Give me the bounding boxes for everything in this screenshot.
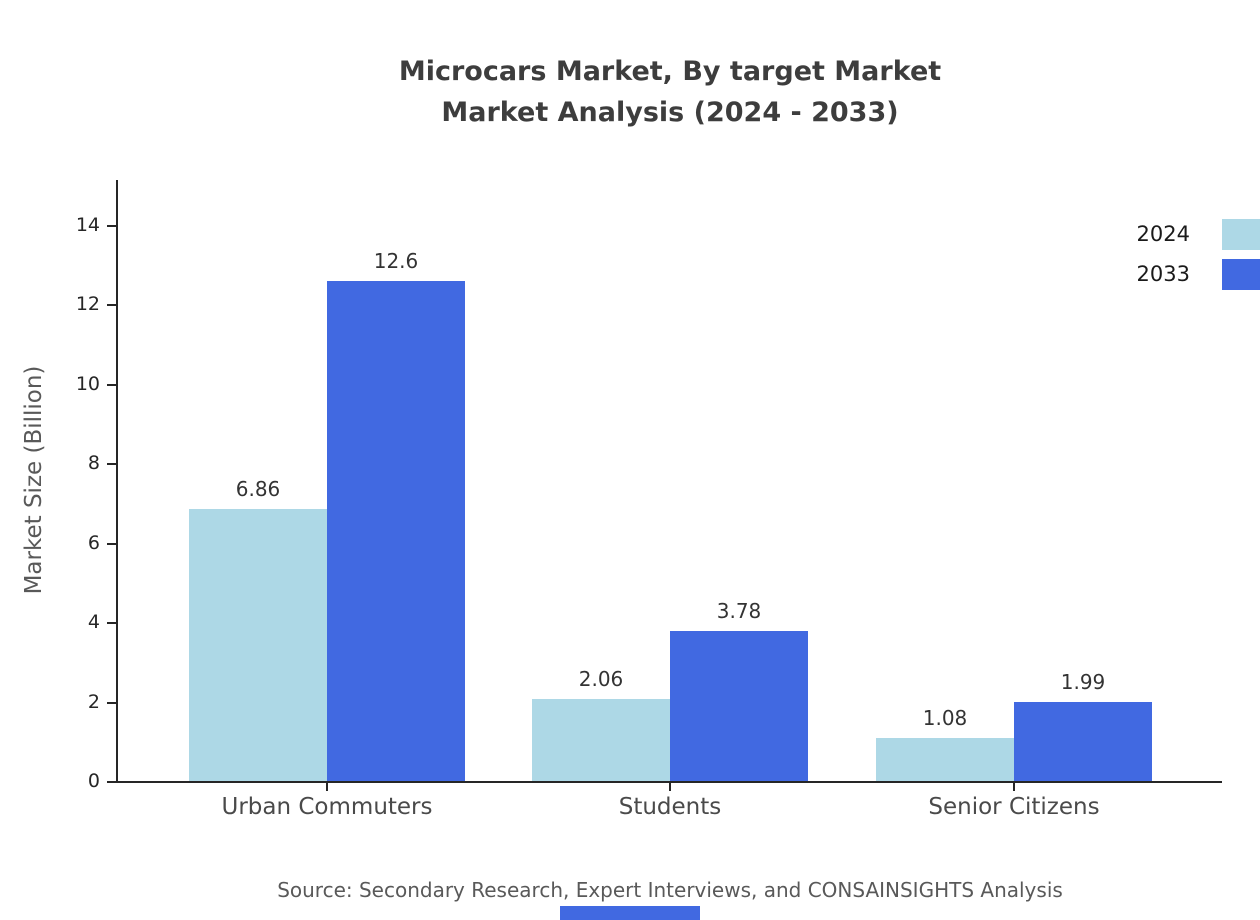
bar-value-label: 12.6 xyxy=(373,249,419,273)
y-tick-label: 4 xyxy=(87,611,100,633)
x-tick-mark xyxy=(1013,783,1015,791)
x-tick-mark xyxy=(669,783,671,791)
chart-title-line1: Microcars Market, By target Market xyxy=(398,56,942,87)
bar-value-label: 1.08 xyxy=(922,706,968,730)
x-category-label: Students xyxy=(618,794,722,820)
x-axis-line xyxy=(116,781,1222,783)
chart-title: Microcars Market, By target Market Marke… xyxy=(80,52,1260,133)
y-tick-mark xyxy=(107,384,116,386)
y-axis-line xyxy=(116,180,118,783)
bar-value-label: 2.06 xyxy=(578,667,624,691)
source-note: Source: Secondary Research, Expert Inter… xyxy=(277,878,1063,902)
y-tick-label: 2 xyxy=(87,691,100,713)
y-tick-mark xyxy=(107,225,116,227)
y-tick-label: 10 xyxy=(75,373,100,395)
legend-label-2024: 2024 xyxy=(1136,222,1190,246)
legend-swatch-2033 xyxy=(1222,259,1260,290)
x-category-label: Senior Citizens xyxy=(928,794,1100,820)
x-tick-mark xyxy=(326,783,328,791)
bar-2024-2 xyxy=(876,738,1014,781)
y-tick-label: 12 xyxy=(75,293,100,315)
bar-value-label: 6.86 xyxy=(235,477,281,501)
bar-2024-0 xyxy=(189,509,327,781)
y-tick-mark xyxy=(107,543,116,545)
x-category-label: Urban Commuters xyxy=(221,794,433,820)
y-tick-mark xyxy=(107,463,116,465)
chart-title-line2: Market Analysis (2024 - 2033) xyxy=(441,96,899,128)
y-tick-label: 8 xyxy=(87,452,100,474)
y-tick-label: 14 xyxy=(75,214,100,236)
y-tick-mark xyxy=(107,622,116,624)
legend-swatch-2024 xyxy=(1222,219,1260,250)
y-tick-label: 6 xyxy=(87,532,100,554)
bottom-logo-strip xyxy=(560,906,700,920)
bar-2024-1 xyxy=(532,699,670,781)
bar-value-label: 1.99 xyxy=(1060,670,1106,694)
bar-value-label: 3.78 xyxy=(716,599,762,623)
legend-label-2033: 2033 xyxy=(1136,262,1190,286)
y-tick-label: 0 xyxy=(87,770,100,792)
bar-2033-2 xyxy=(1014,702,1152,781)
bar-2033-0 xyxy=(327,281,465,781)
y-tick-mark xyxy=(107,304,116,306)
bar-2033-1 xyxy=(670,631,808,781)
y-tick-mark xyxy=(107,702,116,704)
y-tick-mark xyxy=(107,781,116,783)
